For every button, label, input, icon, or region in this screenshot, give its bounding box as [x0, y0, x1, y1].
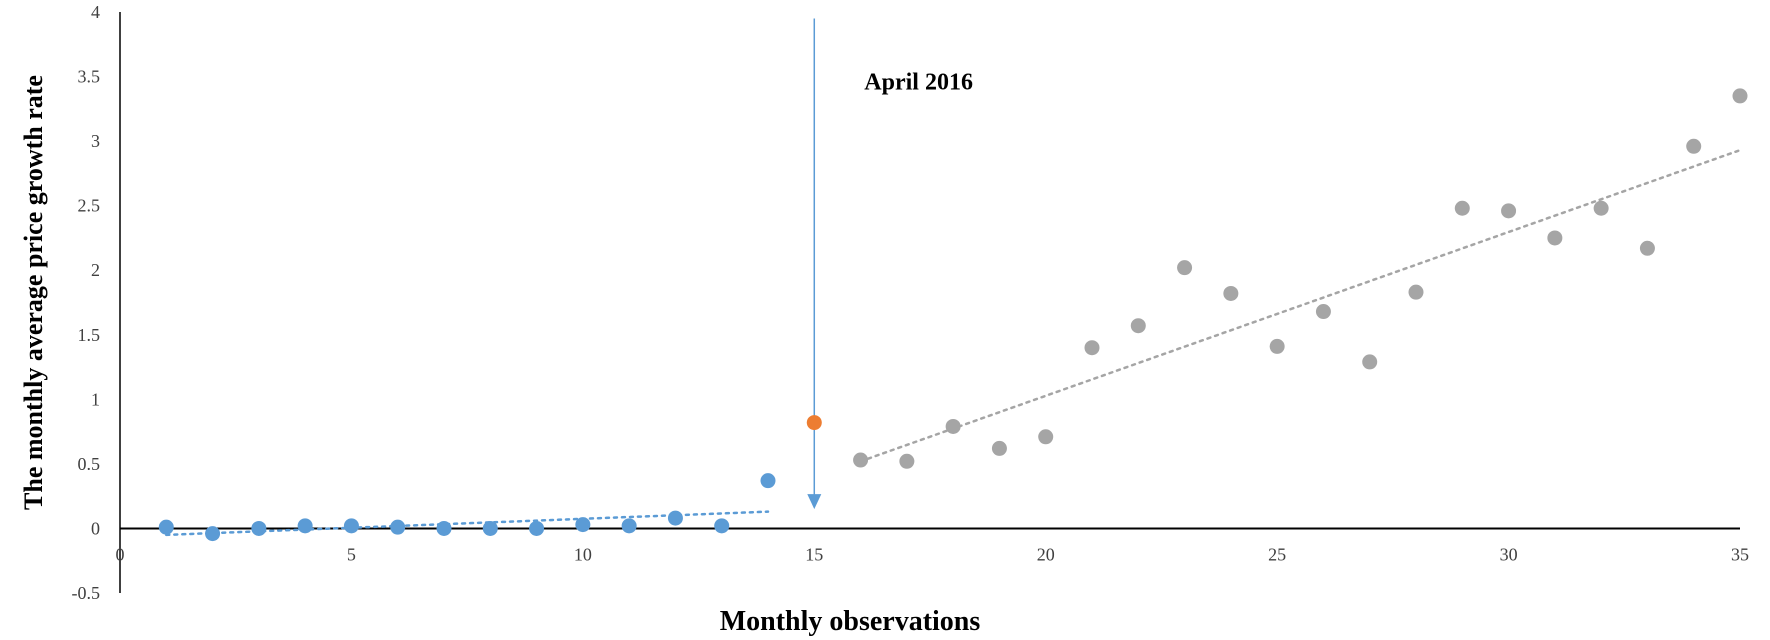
- data-point: [899, 453, 915, 469]
- data-point: [853, 452, 869, 468]
- data-point: [760, 473, 776, 489]
- annotation-label: April 2016: [864, 69, 973, 95]
- y-tick-label: -0.5: [72, 583, 101, 603]
- data-point: [1408, 284, 1424, 300]
- data-point: [1686, 138, 1702, 154]
- data-point: [482, 520, 498, 536]
- data-point: [1269, 338, 1285, 354]
- y-tick-label: 2.5: [78, 196, 101, 216]
- x-tick-label: 35: [1731, 544, 1749, 564]
- data-point: [621, 518, 637, 534]
- y-tick-label: 4: [91, 2, 100, 22]
- data-point: [343, 518, 359, 534]
- data-point: [1223, 285, 1239, 301]
- trendline: [859, 148, 1742, 463]
- x-tick-label: 10: [574, 544, 592, 564]
- data-point: [1038, 429, 1054, 445]
- data-point: [714, 518, 730, 534]
- data-point: [436, 520, 452, 536]
- y-tick-label: 0: [91, 518, 100, 538]
- y-tick-label: 0.5: [78, 454, 101, 474]
- data-point: [1732, 88, 1748, 104]
- x-tick-label: 25: [1268, 544, 1286, 564]
- y-tick-labels: -0.5 0 0.5 1 1.5 2 2.5 3 3.5 4: [72, 2, 101, 603]
- data-point: [991, 440, 1007, 456]
- x-tick-label: 20: [1037, 544, 1055, 564]
- data-point: [1593, 200, 1609, 216]
- data-point: [1315, 304, 1331, 320]
- data-point: [806, 415, 822, 431]
- y-tick-label: 1: [91, 389, 100, 409]
- y-tick-label: 1.5: [78, 325, 101, 345]
- annotation-arrow-head: [807, 494, 822, 510]
- x-axis-title: Monthly observations: [720, 606, 981, 637]
- data-point: [1501, 203, 1517, 219]
- x-tick-label: 30: [1500, 544, 1518, 564]
- data-point: [667, 510, 683, 526]
- x-tick-label: 0: [116, 544, 125, 564]
- data-point: [1177, 260, 1193, 276]
- data-point: [158, 519, 174, 535]
- y-tick-label: 2: [91, 260, 100, 280]
- data-point: [1130, 318, 1146, 334]
- data-point: [390, 519, 406, 535]
- data-point: [1639, 240, 1655, 256]
- data-point: [1454, 200, 1470, 216]
- data-point: [1362, 354, 1378, 370]
- x-tick-label: 5: [347, 544, 356, 564]
- annotation: [807, 18, 822, 510]
- data-point: [529, 520, 545, 536]
- data-point: [575, 517, 591, 533]
- x-tick-labels: 0 5 10 15 20 25 30 35: [116, 544, 1750, 564]
- data-point: [1547, 230, 1563, 246]
- data-points: [158, 88, 1748, 542]
- data-point: [251, 520, 267, 536]
- data-point: [297, 518, 313, 534]
- y-tick-label: 3: [91, 131, 100, 151]
- data-point: [205, 526, 221, 542]
- trendlines: [165, 148, 1742, 537]
- data-point: [945, 418, 961, 434]
- data-point: [1084, 340, 1100, 356]
- y-tick-label: 3.5: [78, 67, 101, 87]
- x-tick-label: 15: [805, 544, 823, 564]
- y-axis-title: The monthly average price growth rate: [19, 75, 48, 510]
